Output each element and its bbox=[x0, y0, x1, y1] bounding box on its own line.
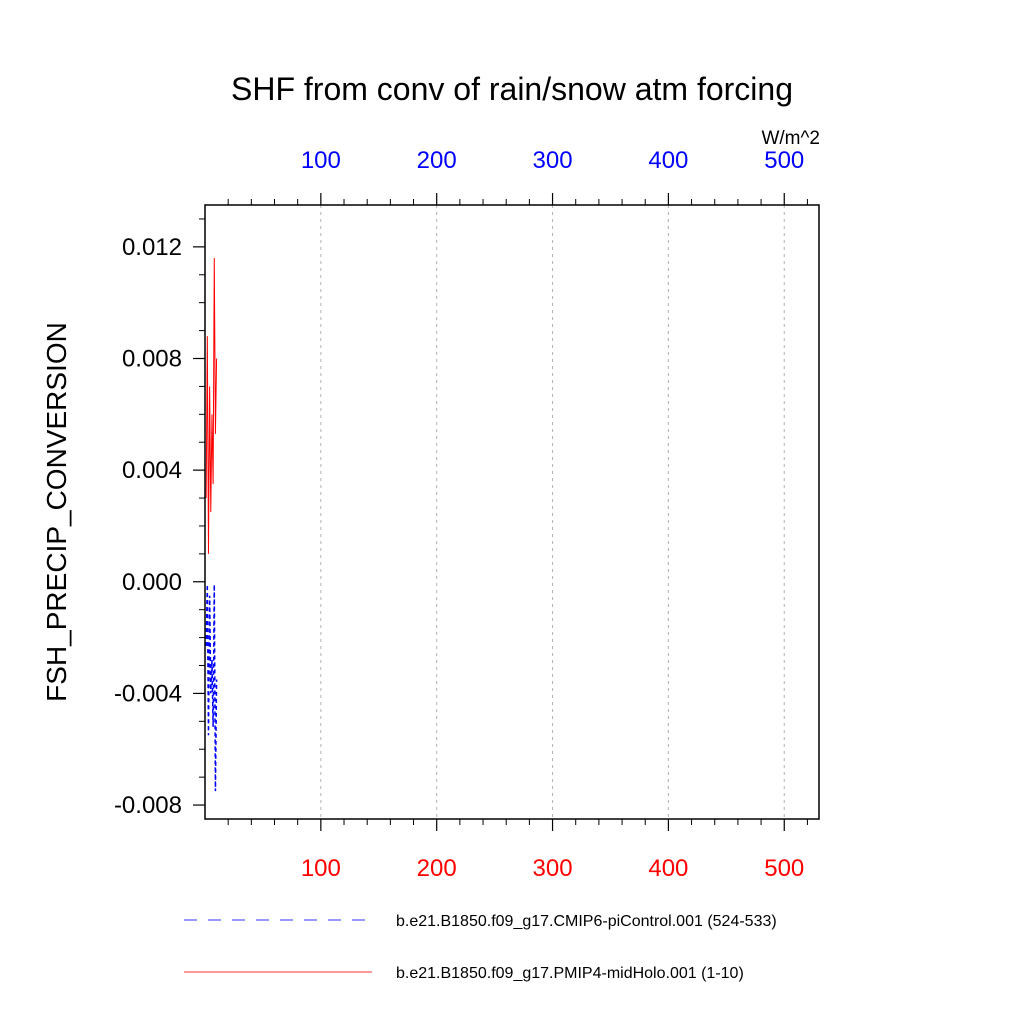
y-tick-label: 0.008 bbox=[122, 346, 182, 373]
series-line-2 bbox=[205, 258, 218, 554]
units-label: W/m^2 bbox=[761, 128, 820, 149]
legend: b.e21.B1850.f09_g17.CMIP6-piControl.001 … bbox=[184, 913, 777, 982]
x-bottom-tick-label: 400 bbox=[648, 855, 688, 882]
y-tick-label: -0.008 bbox=[114, 792, 182, 819]
series-layer bbox=[205, 258, 218, 792]
y-tick-label: 0.000 bbox=[122, 569, 182, 596]
legend-label-1: b.e21.B1850.f09_g17.CMIP6-piControl.001 … bbox=[396, 913, 777, 930]
chart-title: SHF from conv of rain/snow atm forcing bbox=[231, 71, 793, 107]
axis-ticks bbox=[193, 193, 808, 831]
y-axis-label: FSH_PRECIP_CONVERSION bbox=[41, 322, 72, 702]
y-tick-label: -0.004 bbox=[114, 680, 182, 707]
x-bottom-tick-label: 200 bbox=[417, 855, 457, 882]
y-tick-label: 0.012 bbox=[122, 234, 182, 261]
x-top-tick-label: 400 bbox=[648, 147, 688, 174]
series-line-1 bbox=[205, 584, 218, 792]
x-top-tick-label: 300 bbox=[533, 147, 573, 174]
plot-frame bbox=[204, 204, 820, 820]
x-bottom-tick-label: 500 bbox=[764, 855, 804, 882]
x-top-tick-label: 100 bbox=[301, 147, 341, 174]
x-top-tick-label: 200 bbox=[417, 147, 457, 174]
tick-labels: 100 100 200 200 300 300 400 400 500 500 -0.008 -0.0… bbox=[114, 147, 804, 882]
grid-lines bbox=[320, 205, 785, 819]
x-bottom-tick-label: 100 bbox=[301, 855, 341, 882]
legend-label-2: b.e21.B1850.f09_g17.PMIP4-midHolo.001 (1… bbox=[396, 965, 744, 982]
x-top-tick-label: 500 bbox=[764, 147, 804, 174]
x-bottom-tick-label: 300 bbox=[533, 855, 573, 882]
y-tick-label: 0.004 bbox=[122, 457, 182, 484]
